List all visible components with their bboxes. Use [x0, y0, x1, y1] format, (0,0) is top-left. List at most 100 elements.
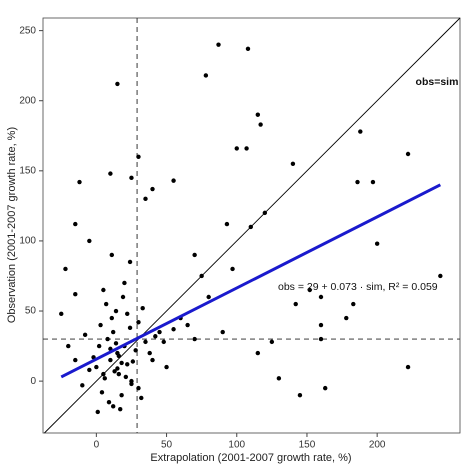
point [150, 357, 155, 363]
point [73, 221, 78, 227]
point [234, 146, 239, 151]
point [248, 224, 253, 230]
x-tick-label: 200 [369, 440, 386, 451]
point [77, 179, 82, 185]
point [192, 252, 197, 258]
panel-border [42, 17, 461, 434]
point [94, 364, 99, 370]
point [136, 154, 141, 160]
x-axis-title: Extrapolation (2001-2007 growth rate, %) [150, 452, 351, 464]
point [290, 161, 296, 167]
point [438, 273, 443, 279]
point [111, 404, 116, 409]
point [127, 325, 133, 331]
point [98, 322, 103, 328]
y-tick-label: 250 [19, 25, 36, 36]
point [318, 336, 324, 342]
point [99, 390, 105, 395]
point [370, 179, 376, 185]
point [171, 178, 176, 183]
y-tick-label: 200 [19, 95, 36, 106]
point [153, 334, 158, 339]
point [405, 151, 411, 157]
point [318, 322, 324, 328]
point [323, 385, 328, 391]
point [230, 266, 235, 272]
x-tick-label: 100 [228, 440, 245, 451]
point [118, 406, 123, 412]
point [116, 371, 122, 377]
point [161, 339, 166, 345]
point [351, 301, 356, 307]
point [140, 306, 145, 311]
point [185, 322, 190, 328]
point [136, 385, 141, 391]
fit-line [60, 183, 442, 379]
point [95, 409, 100, 415]
point [255, 350, 261, 356]
point [66, 343, 71, 349]
point [87, 238, 92, 244]
point [113, 308, 119, 314]
point [358, 129, 363, 134]
point [192, 336, 197, 342]
point [143, 196, 148, 202]
point [63, 266, 68, 272]
point [122, 280, 127, 286]
point [255, 112, 261, 117]
point [115, 366, 120, 371]
point [116, 353, 122, 359]
point [203, 73, 209, 78]
point [157, 329, 162, 335]
point [101, 287, 106, 293]
point [216, 42, 221, 47]
point [120, 294, 126, 300]
point [119, 360, 124, 366]
point [82, 332, 88, 338]
fit-label: obs = 29 + 0.073 · sim, R² = 0.059 [278, 281, 438, 293]
point [150, 186, 155, 192]
point [405, 364, 411, 370]
point [80, 383, 85, 388]
x-tick-label: 50 [161, 440, 173, 451]
point [297, 392, 303, 398]
point [199, 273, 204, 279]
point [103, 301, 109, 307]
point [123, 374, 129, 380]
point [102, 376, 107, 381]
point [105, 336, 110, 342]
point [87, 367, 92, 373]
point [115, 81, 120, 87]
point [73, 357, 78, 363]
point [307, 287, 312, 293]
point [133, 348, 138, 353]
point [96, 343, 102, 349]
identity-label: obs=sim [416, 76, 459, 88]
point [318, 294, 324, 300]
point [129, 381, 134, 387]
point [262, 210, 268, 216]
point [125, 362, 130, 367]
y-tick-label: 150 [19, 165, 36, 176]
x-tick-label: 150 [299, 440, 316, 451]
point [344, 315, 349, 321]
point [258, 122, 263, 127]
point [171, 327, 176, 332]
point [139, 395, 144, 401]
point [112, 369, 117, 374]
x-tick-label: 0 [94, 440, 100, 451]
point [113, 341, 119, 346]
point [355, 179, 360, 185]
point [129, 175, 134, 181]
point [245, 46, 251, 52]
point [130, 359, 136, 364]
point [109, 315, 114, 321]
point [244, 146, 249, 151]
point [108, 171, 113, 176]
point [108, 357, 113, 363]
point [220, 329, 225, 335]
point [224, 221, 230, 227]
point [293, 301, 298, 307]
point [143, 339, 148, 345]
